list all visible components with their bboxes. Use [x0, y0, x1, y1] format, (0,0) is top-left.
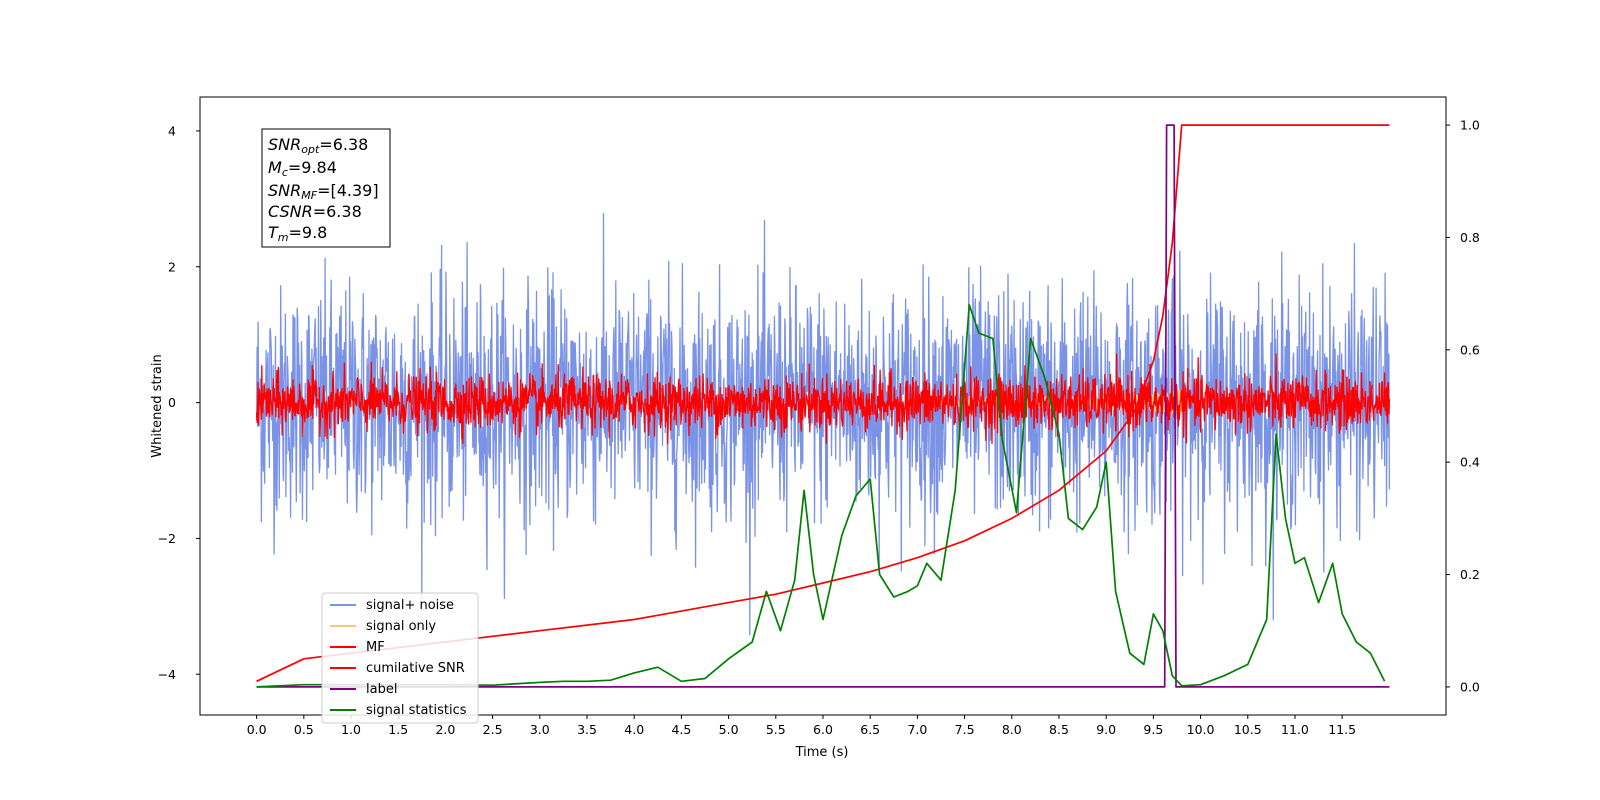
x-tick-label: 7.5 — [955, 722, 975, 737]
x-tick-label: 3.0 — [530, 722, 550, 737]
x-tick-label: 8.0 — [1002, 722, 1022, 737]
x-tick-label: 1.5 — [388, 722, 408, 737]
x-tick-label: 10.0 — [1187, 722, 1215, 737]
x-tick-label: 5.0 — [719, 722, 739, 737]
legend-label-signal-noise: signal+ noise — [366, 598, 454, 613]
legend-label-signal-statistics: signal statistics — [366, 703, 467, 718]
legend-label-signal-only: signal only — [366, 619, 436, 634]
y2-tick-label: 1.0 — [1460, 118, 1480, 133]
x-tick-label: 11.0 — [1281, 722, 1309, 737]
series-line-signal-noise — [255, 212, 1391, 636]
x-tick-label: 5.5 — [766, 722, 786, 737]
legend-frame — [321, 592, 479, 724]
x-tick-label: 4.0 — [624, 722, 644, 737]
x-tick-label: 8.5 — [1049, 722, 1069, 737]
legend-label-cumilative-snr: cumilative SNR — [366, 661, 465, 676]
y-axis-label: Whitened strain — [150, 354, 165, 457]
series-line-mf — [255, 353, 1391, 445]
x-tick-label: 4.5 — [671, 722, 691, 737]
info-box: SNRopt=6.38 Mc=9.84 SNRMF=[4.39] CSNR=6.… — [261, 128, 391, 248]
y-tick-label: −2 — [158, 531, 176, 546]
x-axis: 0.0 0.5 1.0 1.5 2.0 2.5 3.0 3.5 4.0 4.5 5.0 5.5 6.0 6… — [247, 715, 1356, 737]
y-tick-label: −4 — [158, 667, 176, 682]
info-line-snr-mf: SNRMF=[4.39] — [268, 181, 379, 202]
legend-label-label: label — [366, 682, 397, 697]
x-tick-label: 2.0 — [435, 722, 455, 737]
y-tick-label: 0 — [168, 395, 176, 410]
x-axis-label: Time (s) — [795, 745, 849, 760]
series-line-label — [256, 124, 1390, 688]
y-axis-left: 4 2 0 −2 −4 — [158, 123, 200, 682]
x-tick-label: 9.5 — [1143, 722, 1163, 737]
x-tick-label: 7.0 — [907, 722, 927, 737]
x-tick-label: 0.5 — [294, 722, 314, 737]
y-axis-right: 1.0 0.8 0.6 0.4 0.2 0.0 — [1446, 118, 1480, 694]
series-line-signal-statistics — [256, 304, 1386, 688]
x-tick-label: 3.5 — [577, 722, 597, 737]
x-tick-label: 0.0 — [247, 722, 267, 737]
info-line-snr-opt: SNRopt=6.38 — [268, 135, 368, 156]
y2-tick-label: 0.8 — [1460, 230, 1480, 245]
info-line-tm: Tm=9.8 — [268, 223, 327, 244]
x-tick-label: 10.5 — [1234, 722, 1262, 737]
y2-tick-label: 0.6 — [1460, 342, 1480, 357]
y-tick-label: 2 — [168, 259, 176, 274]
info-line-csnr: CSNR=6.38 — [268, 202, 362, 221]
legend-label-mf: MF — [366, 640, 385, 655]
x-tick-label: 1.0 — [341, 722, 361, 737]
y2-tick-label: 0.4 — [1460, 455, 1480, 470]
x-tick-label: 11.5 — [1328, 722, 1356, 737]
y2-tick-label: 0.0 — [1460, 679, 1480, 694]
x-tick-label: 6.0 — [813, 722, 833, 737]
x-tick-label: 6.5 — [860, 722, 880, 737]
x-tick-label: 2.5 — [483, 722, 503, 737]
x-tick-label: 9.0 — [1096, 722, 1116, 737]
y-tick-label: 4 — [168, 123, 176, 138]
info-line-mc: Mc=9.84 — [268, 158, 337, 179]
y2-tick-label: 0.2 — [1460, 567, 1480, 582]
legend: signal+ noise signal only MF cumilative SNR… — [321, 592, 479, 724]
